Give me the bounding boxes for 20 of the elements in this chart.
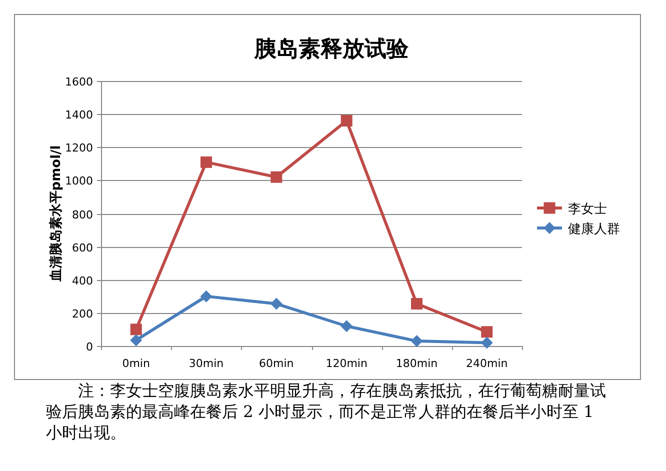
x-tick-label: 60min [259, 357, 294, 370]
ylabel: 血清胰岛素水平pmol/l [49, 145, 64, 282]
y-tick-label: 1600 [65, 76, 93, 88]
y-tick-label: 400 [72, 274, 93, 288]
y-tick-label: 600 [72, 242, 93, 254]
y-tick-label: 0 [86, 340, 93, 354]
legend-label: 健康人群 [568, 222, 620, 237]
x-tick-label: 120min [326, 357, 368, 370]
y-tick-label: 1200 [65, 142, 93, 154]
legend-label: 李女士 [568, 202, 607, 217]
y-tick-label: 800 [72, 208, 93, 222]
x-tick-label: 0min [122, 357, 150, 370]
y-tick-label: 200 [72, 308, 93, 320]
x-tick-label: 240min [466, 357, 508, 370]
title: 胰岛素释放试验 [254, 36, 408, 62]
x-tick-label: 30min [188, 357, 224, 370]
y-tick-label: 1400 [65, 108, 93, 122]
x-tick-label: 180min [396, 357, 438, 370]
y-tick-label: 1000 [65, 174, 93, 188]
annotation: 注：李女士空腹胰岛素水平明显升高，存在胰岛素抵抗，在行葡萄糖耐量试验后胰岛素的最高峰在餐后 2 小时显示，而不是正常人群的在餐后半小时至 1 小时出现。 [46, 380, 607, 443]
